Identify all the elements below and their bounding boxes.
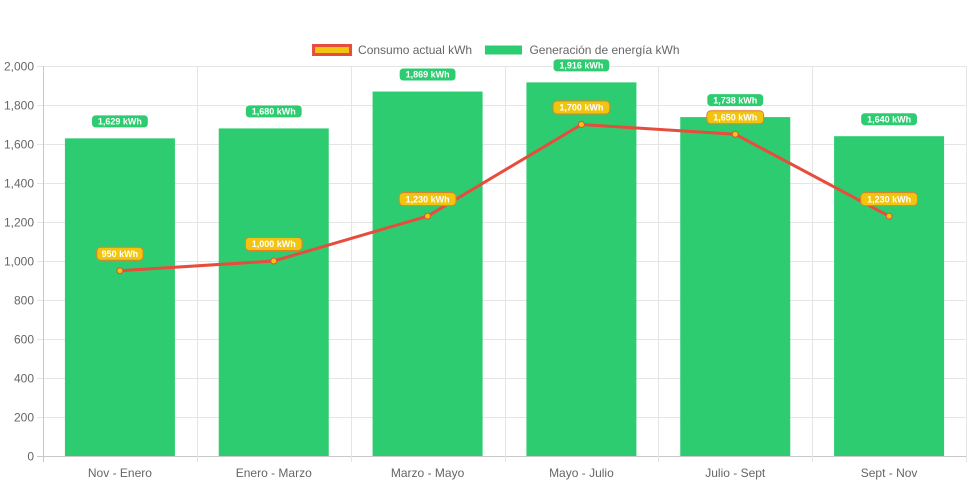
line-data-label-box: [244, 237, 303, 251]
line-data-label-box: [552, 100, 611, 115]
bar: [64, 138, 175, 456]
line-data-label-box: [96, 246, 144, 261]
legend-swatch: [484, 45, 522, 55]
y-tick-label: 1,000: [4, 255, 34, 269]
y-tick-label: 1,400: [4, 177, 34, 191]
legend-item-generacion: Generación de energía kWh: [484, 43, 680, 57]
bar-data-label: 1,629 kWh: [98, 117, 142, 127]
line-data-label-box: [706, 110, 765, 125]
bar-layer: [64, 82, 945, 457]
legend-item-consumo: Consumo actual kWh: [312, 43, 472, 57]
y-tick-label: 0: [27, 450, 34, 464]
x-tick-label: Julio - Sept: [705, 466, 766, 480]
grid-layer: [37, 66, 967, 462]
line-data-label: 1,230 kWh: [867, 194, 911, 204]
legend-label: Consumo actual kWh: [358, 43, 472, 57]
y-tick-label: 800: [14, 294, 34, 308]
bar-data-label-box: [91, 114, 149, 129]
bar: [372, 91, 483, 457]
bar-data-label: 1,869 kWh: [406, 70, 450, 80]
label-layer: 1,629 kWh 1,680 kWh 1,869 kWh 1,916 kWh 1,73…: [91, 58, 918, 261]
x-tick-label: Mayo - Julio: [549, 466, 614, 480]
line-layer: [116, 121, 893, 275]
bar-data-label-box: [552, 58, 611, 73]
bar-data-label: 1,640 kWh: [867, 114, 911, 124]
bar: [526, 82, 637, 456]
x-tick-label: Marzo - Mayo: [391, 466, 465, 480]
line-point: [731, 130, 739, 138]
y-tick-label: 2,000: [4, 60, 34, 74]
bar-data-label-box: [244, 104, 303, 119]
line-point: [885, 212, 893, 220]
line-data-label: 1,650 kWh: [713, 112, 757, 122]
line-data-label: 1,000 kWh: [252, 239, 296, 249]
y-tick-label: 200: [14, 411, 34, 425]
line-point: [270, 257, 278, 265]
legend-swatch: [312, 44, 353, 56]
legend-label: Generación de energía kWh: [529, 43, 679, 57]
line-data-label-box: [398, 192, 457, 207]
line-data-label: 950 kWh: [102, 249, 139, 259]
line-data-label-box: [860, 192, 918, 207]
bar-data-label-box: [860, 112, 918, 127]
consumption-line: [119, 123, 890, 273]
x-tick-label: Enero - Marzo: [236, 466, 312, 480]
axis-layer: 0 200 400 600 800 1,000 1,200 1,400 1,600 1,800 2,…: [4, 60, 917, 481]
bar: [834, 136, 945, 456]
bar: [218, 128, 329, 456]
line-point: [577, 121, 585, 128]
line-point: [424, 212, 432, 220]
bar-data-label: 1,738 kWh: [713, 95, 757, 105]
bar: [680, 117, 791, 456]
y-tick-label: 1,200: [4, 216, 34, 230]
x-tick-label: Nov - Enero: [88, 466, 152, 480]
bar-data-label: 1,680 kWh: [252, 107, 296, 117]
y-tick-label: 1,600: [4, 138, 34, 152]
bar-data-label: 1,916 kWh: [559, 61, 603, 71]
x-tick-label: Sept - Nov: [861, 466, 918, 480]
legend: Consumo actual kWh Generación de energía …: [312, 43, 680, 57]
y-tick-label: 600: [14, 333, 34, 347]
line-data-label: 1,700 kWh: [559, 103, 603, 113]
y-tick-label: 1,800: [4, 99, 34, 113]
bar-data-label-box: [706, 93, 765, 108]
line-point: [116, 267, 124, 275]
line-data-label: 1,230 kWh: [406, 194, 450, 204]
bar-data-label-box: [398, 67, 457, 82]
y-tick-label: 400: [14, 372, 34, 386]
